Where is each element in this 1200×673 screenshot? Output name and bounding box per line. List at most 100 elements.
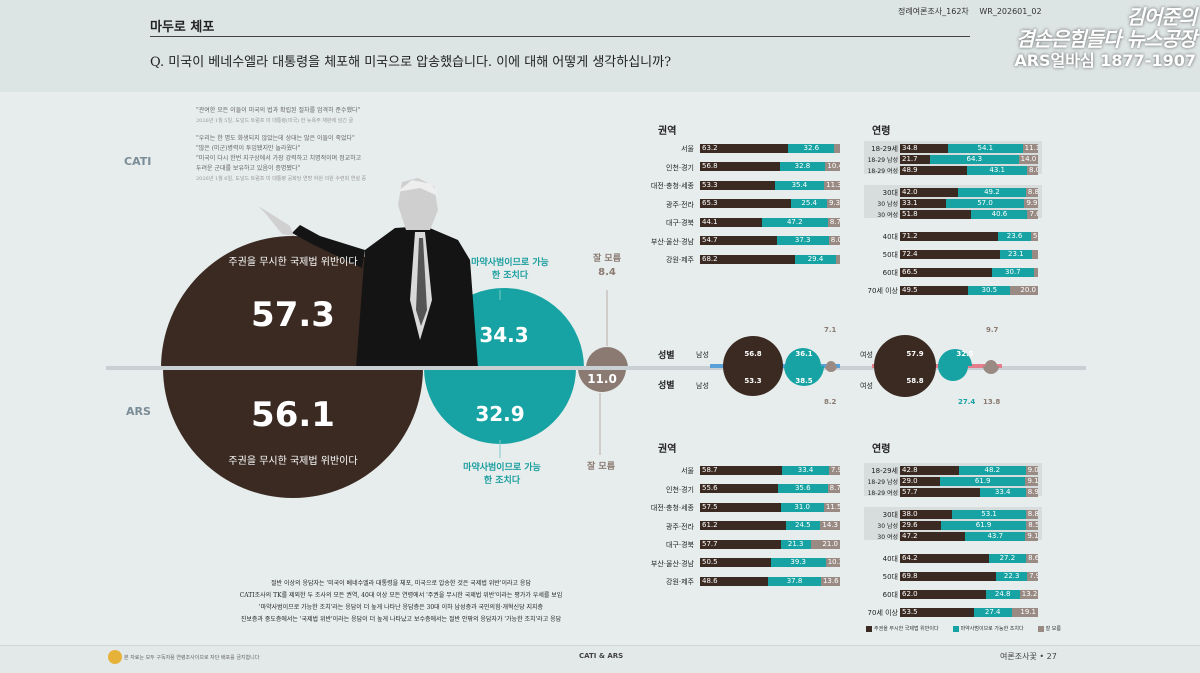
ars_age-bar-7: 69.822.37.9	[900, 571, 1038, 581]
ars-female-violation-value: 58.8	[906, 377, 924, 385]
ars_region-seg-0-2: 7.9	[828, 465, 840, 475]
survey-round: 정례여론조사_162차	[898, 7, 969, 16]
cati_age-label-6: 40대	[882, 233, 898, 241]
ars_region-seg-3-1: 24.5	[785, 521, 820, 530]
ars_region-label-6: 강원·제주	[666, 578, 694, 586]
section-tag: 마두로 체포	[150, 20, 215, 35]
survey-code: WR_202601_02	[979, 7, 1042, 16]
legend: 주권을 무시한 국제법 위반이다 마약사범이므로 가능한 조치다 잘 모름	[866, 625, 1061, 632]
cati-female-label: 여성	[860, 351, 873, 359]
cati_region-label-1: 인천·경기	[666, 163, 694, 172]
footer-page: 여론조사꽃 • 27	[1000, 652, 1057, 661]
ars_age-label-4: 30 남성	[877, 523, 898, 530]
footer-note: 본 자료는 모두 구독자용 연령조사이므로 자단 배포를 금지합니다	[124, 655, 260, 661]
ars_region-seg-4-2: 21.0	[810, 539, 840, 549]
ars_age-seg-6-0: 64.2	[900, 553, 989, 563]
ars-male-violation-value: 53.3	[744, 377, 762, 385]
cati_region-seg-1-0: 56.8	[700, 162, 780, 171]
cati_age-seg-1-1: 64.3	[929, 154, 1019, 164]
cati-drug-label: 마약사범이므로 가능한 조치다	[471, 258, 549, 281]
politician-photo	[258, 178, 478, 368]
ars_region-bar-5: 50.539.310.2	[700, 558, 840, 568]
ars_region-label-4: 대구·경북	[666, 541, 694, 549]
cati_region-seg-3-1: 25.4	[791, 199, 827, 208]
ars-dk-value: 11.0	[587, 372, 617, 386]
cati-male-violation	[723, 336, 783, 366]
cati-age-title: 연령	[872, 126, 891, 137]
cati_age-bar-9: 49.5 30.5 20.0	[900, 285, 1038, 295]
ars_age-seg-0-2: 9.0	[1025, 465, 1038, 475]
ars_region-seg-4-0: 57.7	[700, 539, 781, 549]
ars_region-label-3: 광주·전라	[666, 522, 694, 531]
cati_age-seg-3-0: 42.0	[900, 187, 958, 197]
ars_age-seg-0-0: 42.8	[900, 465, 960, 475]
ars_age-bar-8: 62.0 24.8 13.2	[900, 589, 1038, 599]
ars_region-label-1: 인천·경기	[666, 485, 694, 494]
logo-line-3: ARS얼바심 1877-1907	[1014, 51, 1196, 70]
ars_age-bar-2: 57.7 33.4 8.9	[900, 487, 1038, 497]
ars_region-seg-3-2: 14.3	[819, 521, 840, 530]
cati_age-label-1: 18-29 남성	[867, 157, 898, 164]
cati_region-seg-2-0: 53.3	[700, 180, 775, 190]
legend-violation: 주권을 무시한 국제법 위반이다	[866, 625, 939, 632]
ars_age-label-8: 60대	[882, 591, 898, 599]
cati_region-seg-3-2: 9.3	[826, 199, 840, 208]
logo-line-1: 김어준의	[1126, 5, 1197, 29]
ars_age-label-7: 50대	[882, 573, 898, 581]
cati_region-seg-1-1: 32.8	[779, 162, 826, 171]
ars_age-seg-5-0: 47.2	[900, 531, 966, 541]
cati_region-seg-4-0: 44.1	[700, 217, 762, 227]
cati_age-label-9: 70세 이상	[867, 287, 898, 295]
ars_region-seg-5-0: 50.5	[700, 558, 771, 567]
cati_region-seg-5-1: 37.3	[776, 236, 829, 245]
cati_age-seg-2-1: 43.1	[967, 165, 1027, 175]
ars_region-bar-1: 55.6 35.6 8.7	[700, 484, 840, 494]
ars_region-seg-1-1: 35.6	[777, 484, 828, 493]
cati_region-seg-3-0: 65.3	[700, 199, 792, 208]
ars-female-drug	[938, 366, 968, 381]
cati-male-violation-value: 56.8	[744, 350, 762, 358]
cati_age-seg-6-1: 23.6	[998, 231, 1031, 241]
cati-male-drug-value: 36.1	[795, 350, 813, 358]
ars_region-label-0: 서울	[681, 467, 694, 475]
ars_age-bar-0: 42.8 48.2 9.0	[900, 465, 1038, 475]
ars-male-violation	[723, 366, 783, 396]
cati-violation-value: 57.3	[251, 295, 335, 335]
ars_region-seg-2-1: 31.0	[780, 502, 824, 512]
ars-dk-bubble	[578, 368, 626, 392]
cati_age-seg-3-2: 8.8	[1025, 187, 1038, 197]
ars_age-seg-4-0: 29.6	[900, 520, 941, 530]
cati_region-bar-5: 54.7 37.3 8.0	[700, 236, 840, 246]
ars_age-label-6: 40대	[882, 555, 898, 563]
header-band	[0, 0, 1200, 92]
ars-region-title: 권역	[658, 444, 677, 455]
ars_region-seg-3-0: 61.2	[700, 521, 786, 530]
cati_age-bar-1: 21.7 64.3 14.0	[900, 154, 1038, 164]
ars_age-seg-1-2: 9.1	[1025, 476, 1038, 486]
cati_age-seg-7-2	[1031, 249, 1038, 259]
cati_age-seg-5-2: 7.6	[1027, 209, 1038, 219]
cati_age-label-2: 18-29 여성	[867, 168, 898, 175]
cati-female-violation	[874, 335, 936, 366]
ars-male-drug	[784, 366, 824, 386]
cati_region-bar-0: 63.2 32.6	[700, 143, 840, 153]
cati-male-dk-value: 7.1	[824, 326, 837, 334]
ars_age-bar-5: 47.2 43.7 9.1	[900, 531, 1038, 541]
cati_region-bar-4: 44.1 47.2 8.7	[700, 217, 840, 227]
cati-drug-value: 34.3	[479, 323, 529, 347]
cati_age-seg-5-0: 51.8	[900, 209, 972, 219]
ars_age-seg-2-2: 8.9	[1025, 487, 1038, 497]
ars_age-seg-8-0: 62.0	[900, 589, 986, 599]
ars_age-bar-9: 53.5 27.4 19.1	[900, 607, 1038, 617]
ars_age-seg-4-1: 61.9	[940, 520, 1027, 530]
quote-2d: 두려운 군대를 보유하고 있음이 증명됐다"	[196, 165, 301, 172]
ars-male-dk	[825, 366, 837, 372]
ars_age-seg-3-2: 8.8	[1025, 509, 1038, 519]
cati_region-label-0: 서울	[681, 145, 694, 153]
cati-male-dk	[826, 361, 836, 366]
cati_region-bar-3: 65.3 25.4 9.3	[700, 199, 840, 209]
ars-female-dk	[983, 366, 999, 374]
cati_age-seg-3-1: 49.2	[957, 187, 1026, 197]
ars_age-seg-5-2: 9.1	[1025, 531, 1038, 541]
cati-dk-label: 잘 모름	[593, 254, 621, 264]
